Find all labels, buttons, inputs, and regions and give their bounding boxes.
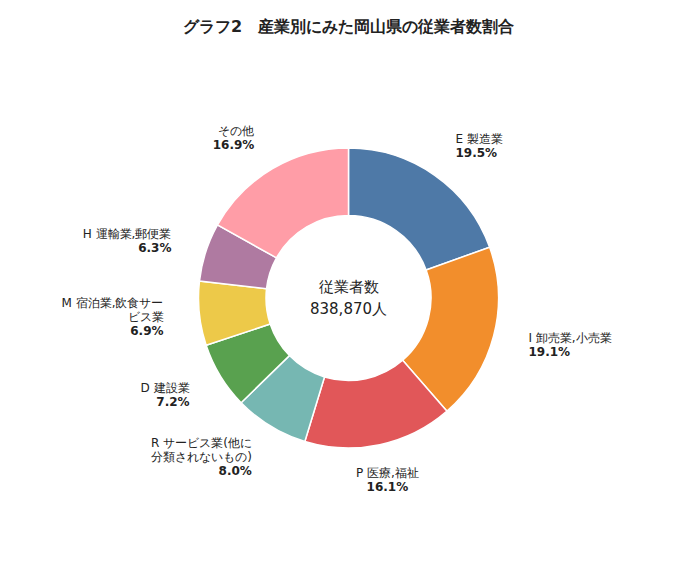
value-label: 19.1% (529, 345, 571, 359)
category-label-line: D 建設業 (141, 381, 190, 395)
slice-labels: E 製造業19.5% I 卸売業,小売業19.1% P 医療,福祉16.1% R サー… (62, 124, 612, 494)
center-label: 従業者数 (319, 278, 379, 296)
category-label: その他 (218, 124, 254, 138)
slice (305, 360, 447, 448)
slice (349, 148, 490, 270)
category-label: M 宿泊業,飲食サービス業 (62, 296, 164, 324)
category-label: D 建設業 (141, 381, 190, 395)
value-label: 16.9% (213, 138, 255, 152)
value-label: 8.0% (219, 464, 252, 478)
category-label-line: P 医療,福祉 (356, 466, 419, 480)
slice-label: I 卸売業,小売業19.1% (529, 331, 612, 359)
category-label: E 製造業 (455, 132, 502, 146)
category-label: H 運輸業,郵便業 (83, 227, 172, 241)
chart-svg: グラフ2 産業別にみた岡山県の従業者数割合従業者数838,870人E 製造業19… (0, 0, 697, 562)
value-label: 16.1% (367, 480, 409, 494)
category-label-line: ビス業 (127, 310, 163, 324)
slice-label: P 医療,福祉16.1% (356, 466, 419, 494)
slice-label: その他16.9% (213, 124, 255, 152)
slice-label: E 製造業19.5% (455, 132, 502, 160)
pie-group: 従業者数 838,870人 E 製造業19.5% I 卸売業,小売業19.1% P 医療… (62, 124, 612, 494)
chart-title: グラフ2 産業別にみた岡山県の従業者数割合 (183, 17, 514, 36)
slice (218, 148, 349, 258)
center-annotations: 従業者数 838,870人 (310, 278, 387, 318)
slices (198, 148, 498, 448)
value-label: 6.3% (138, 241, 171, 255)
slice-label: M 宿泊業,飲食サービス業6.9% (62, 296, 164, 338)
category-label-line: その他 (218, 124, 254, 138)
value-label: 7.2% (156, 395, 189, 409)
category-label-line: M 宿泊業,飲食サー (62, 296, 164, 310)
slice-label: D 建設業7.2% (141, 381, 190, 409)
category-label: P 医療,福祉 (356, 466, 419, 480)
category-label-line: 分類されないもの) (151, 450, 252, 464)
category-label-line: E 製造業 (455, 132, 502, 146)
category-label: I 卸売業,小売業 (529, 331, 612, 345)
value-label: 19.5% (455, 146, 497, 160)
slice-label: R サービス業(他に分類されないもの)8.0% (151, 436, 252, 478)
category-label-line: I 卸売業,小売業 (529, 331, 612, 345)
slice (198, 281, 270, 345)
category-label: R サービス業(他に分類されないもの) (151, 436, 252, 464)
center-label: 838,870人 (310, 300, 387, 318)
category-label-line: H 運輸業,郵便業 (83, 227, 172, 241)
category-label-line: R サービス業(他に (151, 436, 252, 450)
slice-label: H 運輸業,郵便業6.3% (83, 227, 172, 255)
value-label: 6.9% (130, 324, 163, 338)
